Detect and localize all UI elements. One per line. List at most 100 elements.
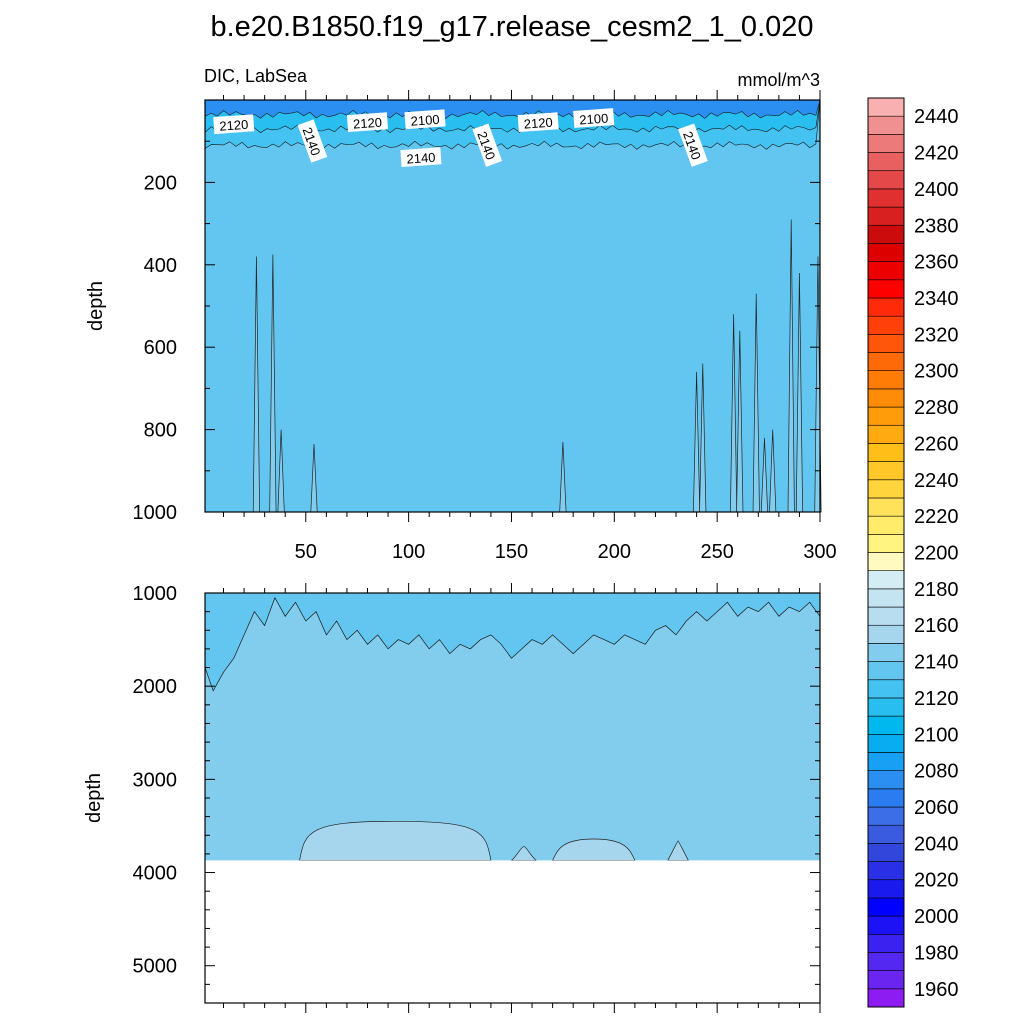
- contour-label: 2140: [400, 147, 442, 168]
- colorbar-swatch: [867, 188, 905, 208]
- colorbar-tick-label: 2360: [914, 252, 959, 274]
- colorbar-swatch: [867, 715, 905, 735]
- lower-patch: [667, 840, 689, 861]
- contour-label-bg: [678, 123, 708, 167]
- colorbar-swatch: [867, 315, 905, 335]
- colorbar-tick-label: 2160: [914, 615, 959, 637]
- colorbar-swatch: [867, 752, 905, 771]
- y-tick-label: 3000: [133, 769, 178, 791]
- chart-title: b.e20.B1850.f19_g17.release_cesm2_1_0.02…: [210, 11, 813, 43]
- colorbar-swatch: [867, 806, 905, 826]
- colorbar-swatch: [867, 861, 905, 881]
- colorbar-swatch: [867, 643, 905, 662]
- colorbar-swatch: [867, 134, 905, 153]
- lower-patch: [552, 838, 636, 861]
- contour-label: 2120: [346, 112, 389, 133]
- colorbar-swatch: [867, 224, 905, 244]
- colorbar-swatch: [867, 170, 905, 190]
- colorbar-tick-label: 1980: [914, 942, 959, 964]
- colorbar-tick-label: 2320: [914, 324, 959, 346]
- colorbar-swatch: [867, 297, 905, 317]
- colorbar-swatch: [867, 879, 905, 899]
- colorbar-swatch: [867, 770, 905, 790]
- colorbar-swatch: [867, 97, 905, 117]
- y-tick-label: 200: [144, 172, 177, 194]
- colorbar-swatch: [867, 479, 905, 499]
- x-tick-label: 300: [803, 541, 836, 563]
- colorbar-frame: [867, 97, 905, 1008]
- colorbar-swatch: [867, 370, 905, 390]
- colorbar-swatch: [867, 915, 905, 935]
- y-tick-label: 400: [144, 255, 177, 277]
- lower-patch: [510, 846, 538, 861]
- colorbar-tick-label: 2200: [914, 543, 959, 565]
- lower-depth-panel: 1000 2000 3000 4000 5000: [133, 95, 821, 1013]
- colorbar-tick-label: 2060: [914, 797, 959, 819]
- colorbar-swatch: [867, 606, 905, 626]
- contour-label-bg: [213, 114, 255, 135]
- contour-label-bg: [517, 112, 559, 133]
- colorbar-swatch: [867, 388, 905, 408]
- contour-label: 2120: [213, 114, 255, 135]
- x-tick-label: 200: [598, 541, 631, 563]
- y-tick-label: 600: [144, 337, 177, 359]
- colorbar-swatch: [867, 952, 905, 971]
- contour-label-text: 2100: [579, 111, 609, 128]
- contour-label-bg: [346, 112, 389, 133]
- upper-surface-layer: [204, 99, 821, 119]
- upper-background: [205, 100, 820, 512]
- contour-label-bg: [404, 109, 446, 130]
- colorbar-tick-label: 2440: [914, 106, 959, 128]
- contour-label-text: 2120: [523, 115, 553, 132]
- colorbar-tick-label: 2420: [914, 143, 959, 165]
- y-tick-label: 5000: [133, 956, 178, 978]
- colorbar-tick-label: 2260: [914, 433, 959, 455]
- colorbar-swatch: [867, 406, 905, 426]
- colorbar-swatch: [867, 515, 905, 535]
- contour-label-bg: [472, 123, 503, 167]
- colorbar-swatch: [867, 843, 905, 862]
- colorbar-swatch: [867, 697, 905, 717]
- y-tick-label: 800: [144, 420, 177, 442]
- x-tick-label: 100: [392, 541, 425, 563]
- colorbar-tick-label: 2220: [914, 506, 959, 528]
- colorbar-swatch: [867, 588, 905, 608]
- colorbar-swatch: [867, 352, 905, 371]
- colorbar-tick-label: 2180: [914, 579, 959, 601]
- contour-label-bg: [400, 147, 442, 168]
- colorbar: 2440 2420 2400 2380 2360 2340 2320 2300 2280 2260…: [867, 97, 959, 1008]
- units-label: mmol/m^3: [738, 70, 820, 90]
- colorbar-swatch: [867, 534, 905, 553]
- variable-label: DIC, LabSea: [204, 66, 308, 86]
- colorbar-swatch: [867, 679, 905, 699]
- colorbar-tick-label: 2300: [914, 361, 959, 383]
- colorbar-swatch: [867, 424, 905, 444]
- y-tick-label: 1000: [133, 583, 178, 605]
- colorbar-swatch: [867, 933, 905, 953]
- lower-fill-upper-layer: [204, 592, 821, 692]
- contour-label: 2120: [517, 112, 559, 133]
- colorbar-swatch: [867, 497, 905, 517]
- y-axis-label-upper: depth: [85, 281, 107, 331]
- colorbar-tick-label: 2400: [914, 179, 959, 201]
- contour-label: 2100: [404, 109, 446, 130]
- colorbar-swatch: [867, 970, 905, 990]
- colorbar-swatch: [867, 152, 905, 172]
- colorbar-swatch: [867, 988, 905, 1008]
- contour-label-text: 2120: [353, 115, 383, 132]
- colorbar-tick-label: 2080: [914, 761, 959, 783]
- colorbar-swatch: [867, 443, 905, 462]
- colorbar-swatch: [867, 261, 905, 281]
- colorbar-swatch: [867, 243, 905, 262]
- colorbar-tick-label: 2120: [914, 688, 959, 710]
- y-tick-label: 1000: [133, 502, 178, 524]
- lower-patch: [299, 820, 492, 861]
- contour-label-bg: [573, 108, 615, 128]
- colorbar-swatch: [867, 824, 905, 844]
- y-axis-label-lower: depth: [83, 773, 105, 823]
- colorbar-swatch: [867, 624, 905, 644]
- lower-seafloor: [205, 860, 820, 1003]
- x-tick-label: 250: [700, 541, 733, 563]
